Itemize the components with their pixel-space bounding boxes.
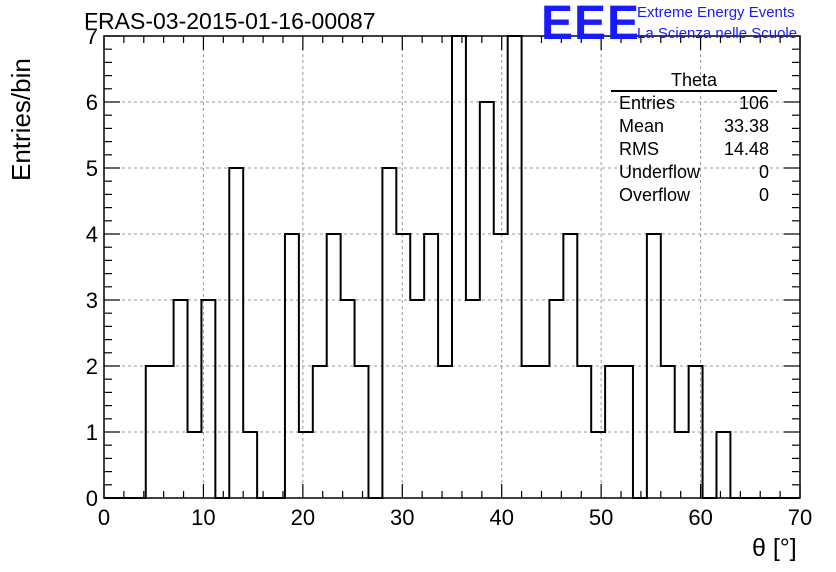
histogram-bin (410, 300, 424, 498)
histogram-bin (522, 366, 536, 498)
y-tick-label: 1 (86, 420, 98, 445)
histogram-bin (382, 168, 396, 498)
stats-row-rms: RMS 14.48 (611, 138, 777, 161)
stats-row-entries: Entries 106 (611, 92, 777, 115)
histogram-bin (174, 300, 188, 498)
stats-row-overflow: Overflow 0 (611, 184, 777, 207)
eee-logo: EEE (541, 0, 641, 50)
x-tick-label: 50 (589, 505, 613, 530)
stats-label: Overflow (619, 185, 691, 205)
histogram-bin (480, 102, 494, 498)
histogram-bin (188, 432, 202, 498)
y-tick-label: 2 (86, 354, 98, 379)
logo-line-1: Extreme Energy Events (637, 4, 795, 21)
plot-frame (103, 35, 801, 499)
logo-line-2: La Scienza nelle Scuole (637, 25, 798, 42)
x-tick-label: 0 (98, 505, 110, 530)
histogram-bin (341, 300, 355, 498)
stats-title: Theta (611, 70, 777, 92)
x-axis-label: θ [°] (752, 534, 797, 562)
histogram-bin (452, 36, 466, 498)
x-tick-label: 30 (390, 505, 414, 530)
histogram-bin (243, 432, 257, 498)
stats-label: Mean (619, 116, 665, 136)
stats-label: Entries (619, 93, 676, 113)
y-tick-label: 3 (86, 288, 98, 313)
stats-value: 106 (738, 93, 769, 113)
x-tick-label: 60 (688, 505, 712, 530)
histogram-bin (675, 432, 689, 498)
histogram-bin (508, 36, 522, 498)
histogram-bin (716, 432, 730, 498)
stats-value: 14.48 (723, 139, 769, 159)
y-axis-label: Entries/bin (6, 58, 36, 181)
y-tick-label: 4 (86, 222, 98, 247)
stats-label: RMS (619, 139, 659, 159)
stats-value: 0 (758, 162, 769, 182)
y-tick-label: 0 (86, 486, 98, 511)
stats-box: Theta Entries 106 Mean 33.38 RMS 14.48 U… (611, 70, 777, 207)
stats-value: 33.38 (723, 116, 769, 136)
x-tick-label: 40 (489, 505, 513, 530)
y-tick-label: 6 (86, 90, 98, 115)
chart-title: FRAS-03-2015-01-16-00087 (84, 8, 376, 34)
histogram-bin (549, 300, 563, 498)
x-tick-label: 20 (291, 505, 315, 530)
y-tick-label: 7 (86, 24, 98, 49)
histogram-bin (229, 168, 243, 498)
x-tick-label: 10 (191, 505, 215, 530)
y-tick-label: 5 (86, 156, 98, 181)
histogram-outline (104, 35, 800, 499)
histogram-bin (591, 432, 605, 498)
histogram-bin (299, 432, 313, 498)
stats-value: 0 (758, 185, 769, 205)
histogram-bin (466, 300, 480, 498)
stats-label: Underflow (619, 162, 701, 182)
axes (103, 35, 801, 499)
stats-row-mean: Mean 33.38 (611, 115, 777, 138)
histogram-bars (104, 35, 800, 499)
stats-row-underflow: Underflow 0 (611, 161, 777, 184)
histogram-bin (563, 234, 577, 498)
x-tick-label: 70 (788, 505, 812, 530)
tick-labels: 0 10 20 30 40 50 60 70 0 1 2 3 4 5 6 7 (86, 24, 812, 530)
